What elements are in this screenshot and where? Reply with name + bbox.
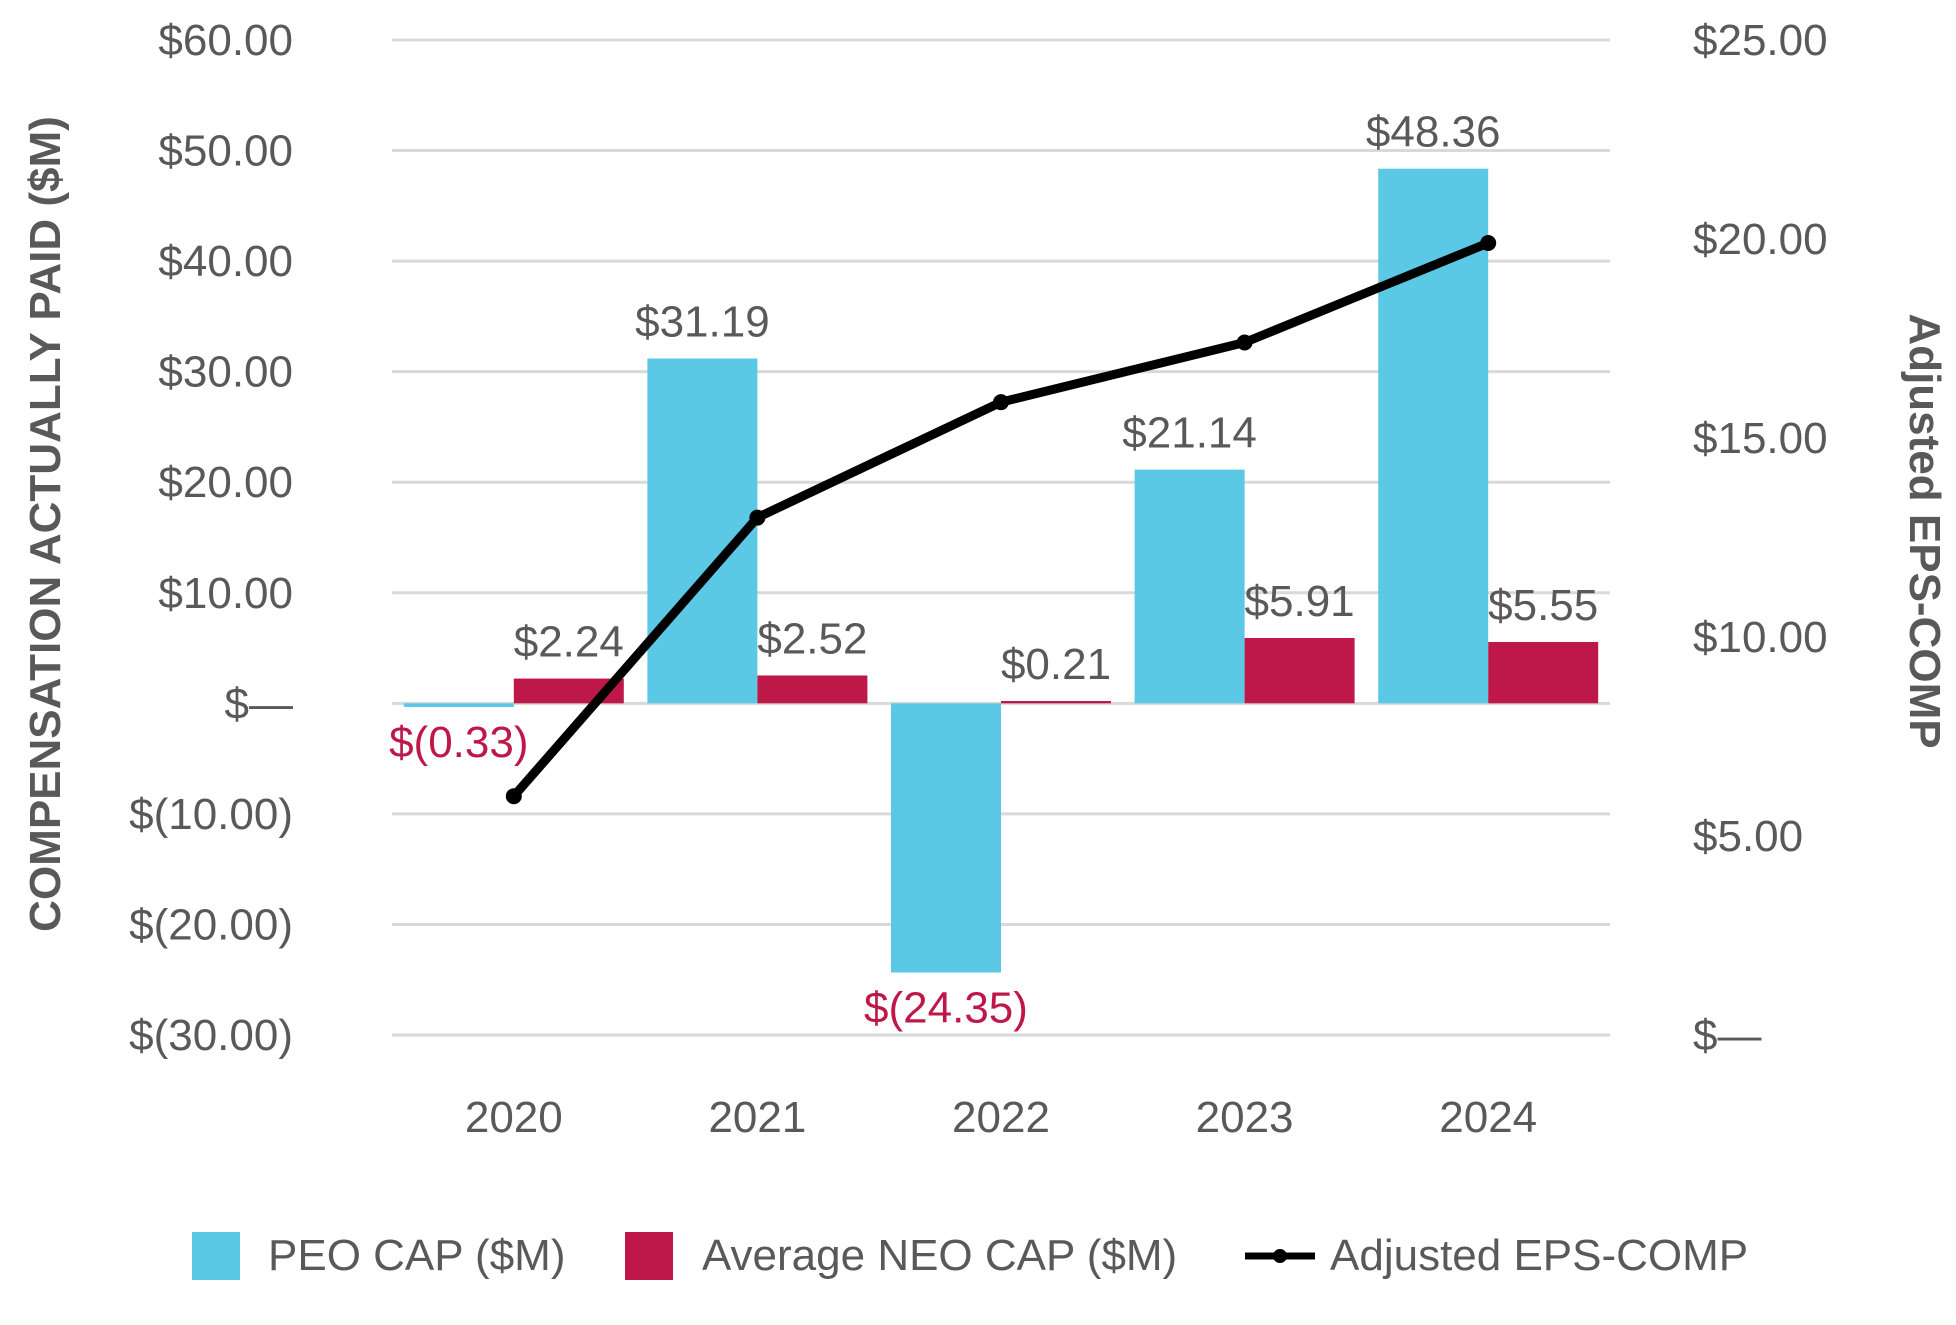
- left-axis-title: COMPENSATION ACTUALLY PAID ($M): [21, 116, 70, 932]
- neo-data-label: $5.91: [1245, 577, 1355, 626]
- neo-bar: [1488, 641, 1599, 704]
- left-tick-label: $30.00: [158, 348, 293, 397]
- left-tick-label: $—: [225, 679, 293, 728]
- x-tick-label: 2024: [1439, 1093, 1537, 1142]
- eps-point: [749, 509, 766, 526]
- left-tick-label: $10.00: [158, 569, 293, 618]
- left-tick-label: $(10.00): [129, 790, 293, 839]
- legend-eps-marker: [1273, 1249, 1287, 1263]
- neo-bar: [1244, 637, 1355, 704]
- neo-bar: [757, 675, 868, 704]
- neo-data-label: $2.24: [514, 618, 624, 667]
- legend-peo-label: PEO CAP ($M): [268, 1231, 565, 1280]
- left-tick-label: $20.00: [158, 458, 293, 507]
- peo-bar: [1378, 168, 1489, 704]
- left-tick-label: $60.00: [158, 16, 293, 65]
- neo-data-label: $2.52: [757, 614, 867, 663]
- eps-point: [993, 394, 1009, 411]
- peo-data-label: $48.36: [1366, 108, 1501, 157]
- legend-peo-swatch: [192, 1232, 240, 1280]
- right-tick-label: $25.00: [1693, 16, 1828, 65]
- x-tick-label: 2021: [708, 1093, 806, 1142]
- peo-bar: [891, 703, 1001, 973]
- left-tick-label: $50.00: [158, 127, 293, 176]
- x-tick-label: 2023: [1196, 1093, 1294, 1142]
- peo-bar: [1134, 469, 1245, 704]
- data-labels: $(0.33) $2.24 $31.19 $2.52 $(24.35) $0.21 $21.…: [389, 108, 1598, 1033]
- eps-point: [505, 788, 522, 805]
- legend-neo-swatch: [625, 1232, 673, 1280]
- x-tick-label: 2020: [465, 1093, 563, 1142]
- right-tick-label: $20.00: [1693, 215, 1828, 264]
- neo-bar: [1001, 701, 1111, 704]
- peo-data-label: $(0.33): [389, 718, 528, 767]
- right-tick-label: $—: [1693, 1011, 1761, 1060]
- peo-data-label: $(24.35): [864, 984, 1028, 1033]
- legend-neo-label: Average NEO CAP ($M): [702, 1231, 1177, 1280]
- peo-bar: [647, 358, 758, 704]
- peo-data-label: $21.14: [1122, 409, 1257, 458]
- peo-bar: [403, 703, 514, 707]
- eps-point: [1236, 334, 1253, 351]
- legend: PEO CAP ($M) Average NEO CAP ($M) Adjust…: [192, 1231, 1748, 1280]
- peo-data-label: $31.19: [635, 298, 770, 347]
- right-tick-label: $15.00: [1693, 414, 1828, 463]
- right-tick-label: $10.00: [1693, 613, 1828, 662]
- neo-data-label: $0.21: [1001, 640, 1111, 689]
- left-tick-label: $(20.00): [129, 900, 293, 949]
- legend-eps-label: Adjusted EPS-COMP: [1330, 1231, 1748, 1280]
- left-tick-label: $(30.00): [129, 1011, 293, 1060]
- right-tick-label: $5.00: [1693, 812, 1803, 861]
- eps-line: [505, 234, 1497, 805]
- eps-point: [1480, 234, 1497, 251]
- right-axis: $25.00 $20.00 $15.00 $10.00 $5.00 $—: [1693, 16, 1828, 1060]
- right-axis-title: Adjusted EPS-COMP: [1900, 313, 1949, 748]
- left-tick-label: $40.00: [158, 237, 293, 286]
- x-axis: 2020 2021 2022 2023 2024: [465, 1093, 1537, 1142]
- neo-data-label: $5.55: [1488, 581, 1598, 630]
- bars: [403, 168, 1599, 973]
- left-axis: $60.00 $50.00 $40.00 $30.00 $20.00 $10.00 $— $(…: [129, 16, 293, 1060]
- x-tick-label: 2022: [952, 1093, 1050, 1142]
